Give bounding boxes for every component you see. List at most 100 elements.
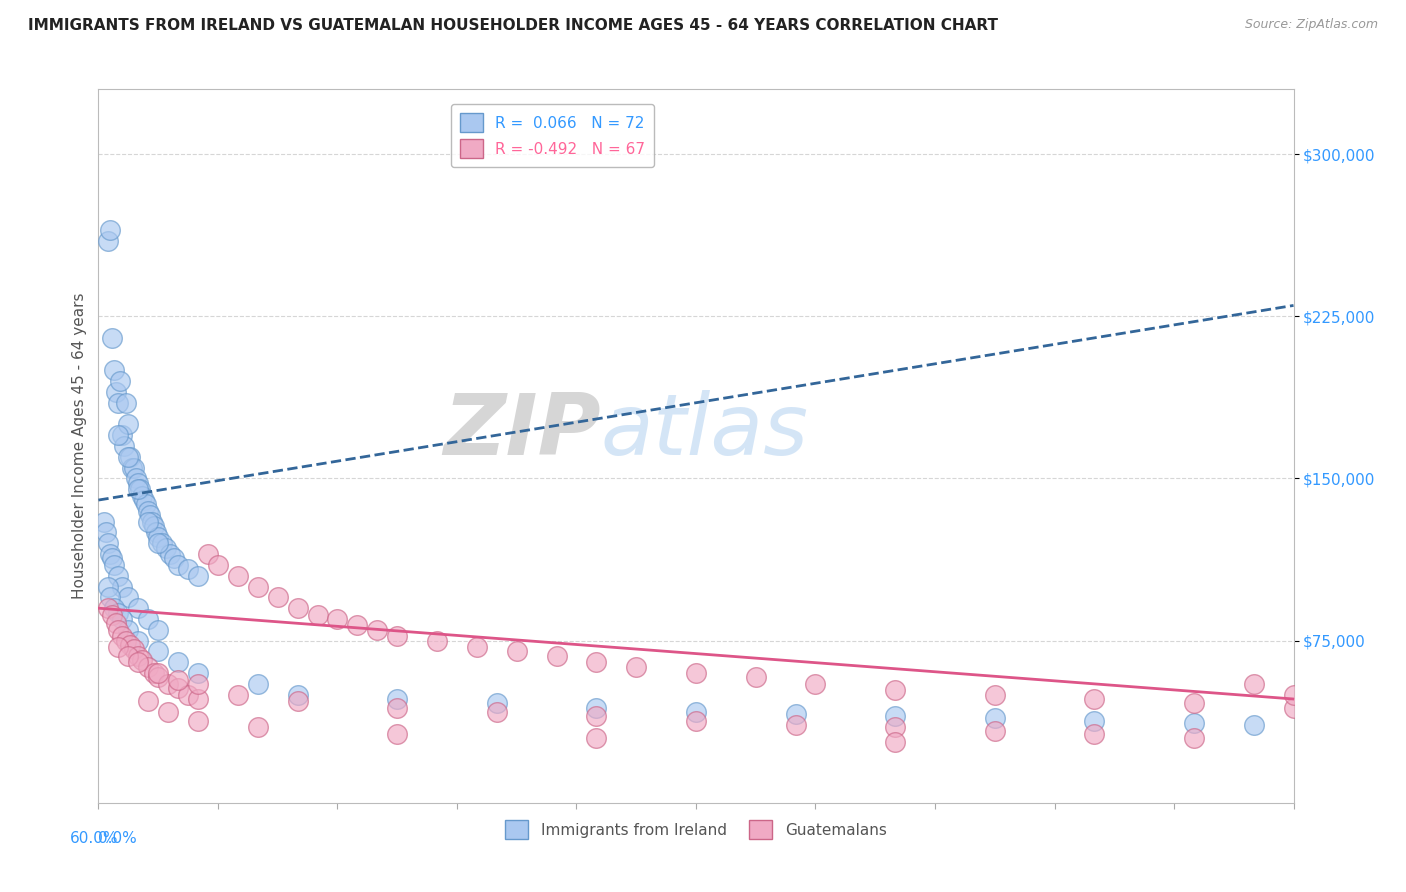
Point (884, 709, 907, 723)
Point (148, 666, 170, 681)
Point (207, 558, 229, 572)
Point (785, 718, 807, 732)
Point (97, 536, 120, 550)
Y-axis label: Householder Income Ages 45 - 64 years: Householder Income Ages 45 - 64 years (72, 293, 87, 599)
Point (157, 705, 180, 719)
Point (136, 694, 159, 708)
Point (115, 396, 138, 410)
Point (626, 659, 648, 673)
Point (121, 460, 143, 475)
Point (585, 655, 607, 669)
Point (155, 541, 177, 555)
Point (96, 525, 118, 540)
Text: 0.0%: 0.0% (98, 831, 138, 847)
Point (246, 580, 269, 594)
Point (1282, 688, 1305, 702)
Point (385, 692, 409, 706)
Point (385, 726, 409, 740)
Point (287, 694, 309, 708)
Point (117, 450, 139, 464)
Point (167, 655, 190, 669)
Point (745, 670, 768, 684)
Point (97, 234, 120, 248)
Point (465, 640, 488, 654)
Point (93, 515, 115, 529)
Point (157, 677, 180, 691)
Point (287, 601, 309, 615)
Point (167, 681, 190, 696)
Point (1243, 718, 1265, 732)
Point (135, 497, 157, 511)
Point (148, 536, 170, 550)
Point (103, 601, 125, 615)
Point (136, 515, 159, 529)
Point (120, 638, 142, 652)
Text: Source: ZipAtlas.com: Source: ZipAtlas.com (1244, 18, 1378, 31)
Point (148, 530, 170, 544)
Point (1243, 677, 1265, 691)
Point (125, 471, 148, 485)
Point (112, 439, 135, 453)
Point (167, 673, 190, 687)
Point (107, 396, 129, 410)
Text: 60.0%: 60.0% (70, 831, 118, 847)
Point (134, 493, 156, 508)
Point (287, 688, 309, 702)
Point (110, 374, 132, 388)
Point (1182, 696, 1205, 710)
Point (984, 711, 1007, 725)
Point (107, 568, 129, 582)
Point (159, 547, 181, 561)
Point (267, 591, 290, 605)
Point (1083, 692, 1105, 706)
Point (984, 688, 1007, 702)
Point (107, 606, 129, 620)
Point (326, 612, 349, 626)
Point (105, 384, 128, 399)
Point (150, 536, 173, 550)
Point (136, 659, 159, 673)
Point (804, 677, 827, 691)
Point (148, 623, 170, 637)
Point (1083, 726, 1105, 740)
Point (124, 642, 146, 657)
Point (111, 428, 134, 442)
Point (107, 428, 129, 442)
Point (685, 714, 707, 728)
Point (1282, 700, 1305, 714)
Point (366, 623, 388, 637)
Point (1182, 715, 1205, 730)
Point (115, 633, 138, 648)
Point (124, 460, 146, 475)
Point (107, 623, 129, 637)
Point (1182, 731, 1205, 745)
Point (346, 618, 368, 632)
Point (148, 670, 170, 684)
Point (307, 607, 329, 622)
Point (143, 519, 166, 533)
Point (187, 568, 209, 582)
Point (117, 648, 139, 663)
Point (163, 551, 186, 566)
Point (101, 551, 124, 566)
Point (385, 629, 409, 643)
Point (127, 633, 149, 648)
Point (103, 363, 125, 377)
Point (546, 648, 568, 663)
Point (117, 417, 139, 432)
Point (103, 558, 125, 572)
Point (485, 705, 508, 719)
Point (127, 601, 149, 615)
Point (785, 707, 807, 722)
Point (485, 696, 508, 710)
Point (97, 601, 120, 615)
Point (107, 640, 129, 654)
Point (127, 655, 149, 669)
Point (131, 653, 153, 667)
Point (187, 666, 209, 681)
Point (884, 720, 907, 734)
Point (385, 700, 409, 714)
Point (101, 607, 124, 622)
Point (111, 580, 134, 594)
Point (585, 700, 607, 714)
